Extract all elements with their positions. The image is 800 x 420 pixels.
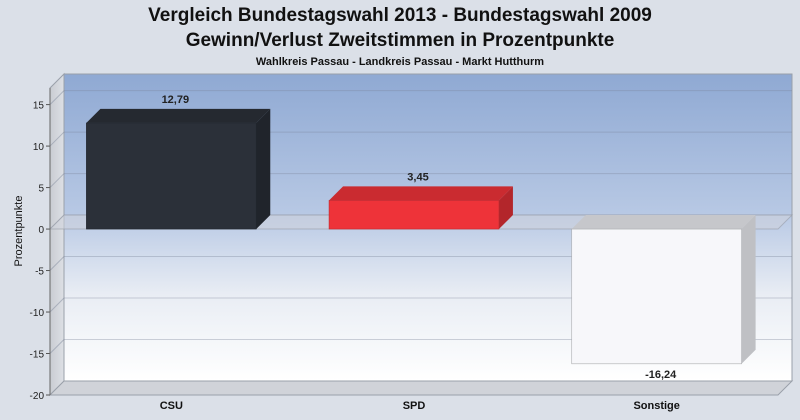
y-tick-label: 0 (38, 225, 44, 236)
bar-csu (86, 108, 271, 230)
gridline-side (49, 173, 65, 188)
y-tick-label: -5 (35, 267, 44, 278)
bar-front (571, 228, 742, 365)
bar-side (741, 215, 756, 364)
data-label-csu: 12,79 (162, 94, 190, 106)
chart-title-line2: Gewinn/Verlust Zweitstimmen in Prozentpu… (185, 30, 615, 51)
gridline-side (49, 90, 65, 105)
x-tick-label-sonstige: Sonstige (633, 400, 679, 412)
bar-side (498, 186, 513, 230)
bars: 12,79 3,45 -16,24 (86, 94, 756, 381)
chart-subtitle: Wahlkreis Passau - Landkreis Passau - Ma… (255, 56, 545, 68)
bar-side (256, 108, 271, 230)
x-tick-label-spd: SPD (403, 400, 426, 412)
y-axis-title: Prozentpunkte (13, 196, 25, 267)
bar-spd (328, 186, 513, 230)
chart-title-block: Vergleich Bundestagswahl 2013 - Bundesta… (0, 0, 800, 68)
y-tick-label: 5 (38, 184, 44, 195)
gridline-side (49, 339, 65, 354)
y-tick-label: -20 (30, 391, 45, 402)
y-tick-label: 10 (33, 142, 45, 153)
y-tick-label: -15 (30, 350, 45, 361)
data-label-sonstige: -16,24 (645, 369, 677, 381)
y-tick-label: 15 (33, 101, 45, 112)
y-axis-ticks: 15 10 5 0 -5 -10 -15 -20 (30, 88, 51, 402)
bar-top (86, 108, 271, 123)
y-tick-label: -10 (30, 308, 45, 319)
gridline-side (49, 256, 65, 271)
bar-top (329, 186, 513, 201)
x-axis-labels: CSU SPD Sonstige (160, 400, 680, 412)
bar-top (571, 215, 756, 230)
bar-front (328, 200, 500, 230)
floor (48, 380, 794, 396)
chart-title: Vergleich Bundestagswahl 2013 - Bundesta… (148, 5, 652, 26)
bar-sonstige (571, 215, 756, 365)
gridline-side (49, 131, 65, 147)
bar-front (86, 122, 257, 230)
data-label-spd: 3,45 (407, 171, 428, 183)
gridline-side (49, 297, 65, 313)
x-tick-label-csu: CSU (160, 400, 183, 412)
